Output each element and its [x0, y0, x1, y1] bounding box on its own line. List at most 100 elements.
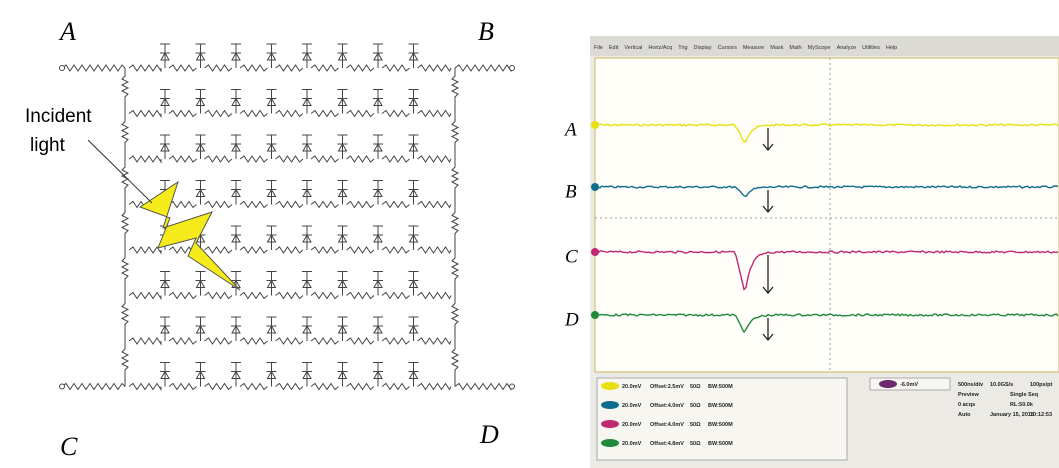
channel-setting: BW:500M — [708, 403, 733, 409]
resistor — [418, 202, 452, 208]
figure: A B C D Incident light FileEditVerticalH… — [0, 0, 1059, 468]
resistor — [347, 338, 375, 344]
resistor — [240, 111, 268, 117]
menu-item[interactable]: MyScope — [808, 45, 831, 51]
resistor — [62, 65, 125, 71]
resistor — [169, 65, 197, 71]
channel-icon — [601, 401, 619, 409]
resistor — [311, 293, 339, 299]
resistor — [452, 296, 458, 342]
channel-setting: 50Ω — [690, 384, 701, 390]
resistor — [169, 384, 197, 390]
resistor — [276, 111, 304, 117]
menu-item[interactable]: Edit — [609, 45, 619, 51]
pointer-line — [88, 140, 152, 203]
menu-item[interactable]: Measure — [743, 45, 764, 51]
resistor — [122, 68, 128, 114]
resistor — [382, 247, 410, 253]
resistor — [240, 247, 268, 253]
trace-label: C — [565, 246, 578, 267]
resistor — [347, 293, 375, 299]
acquisition-info: RL:50.0k — [1010, 402, 1034, 408]
resistor — [311, 338, 339, 344]
menu-item[interactable]: Math — [789, 45, 801, 51]
resistor — [418, 111, 452, 117]
acquisition-info: 10:12:53 — [1030, 412, 1052, 418]
resistor — [276, 384, 304, 390]
menu-item[interactable]: Utilities — [862, 45, 880, 51]
channel-setting: 50Ω — [690, 403, 701, 409]
acquisition-info: Auto — [958, 412, 971, 418]
menu-item[interactable]: Mask — [770, 45, 783, 51]
resistor — [240, 293, 268, 299]
resistor — [347, 111, 375, 117]
resistor — [311, 111, 339, 117]
resistor — [205, 202, 233, 208]
resistor — [418, 156, 452, 162]
annotation: light — [30, 135, 66, 156]
resistor — [240, 338, 268, 344]
resistor — [129, 247, 161, 253]
trace-label: B — [565, 181, 577, 202]
resistor — [122, 250, 128, 296]
resistor — [276, 65, 304, 71]
resistor — [205, 65, 233, 71]
resistor — [347, 65, 375, 71]
resistor — [169, 293, 197, 299]
resistor — [276, 156, 304, 162]
resistor — [347, 384, 375, 390]
resistor — [240, 384, 268, 390]
resistor — [122, 296, 128, 342]
resistor — [205, 293, 233, 299]
trigger-icon — [879, 380, 897, 388]
channel-setting: 20.0mV — [622, 403, 642, 409]
resistor — [382, 156, 410, 162]
resistor — [418, 293, 452, 299]
acquisition-info: Preview — [958, 392, 980, 398]
menu-item[interactable]: Vertical — [624, 45, 642, 51]
resistor — [347, 156, 375, 162]
trace-marker — [591, 183, 599, 191]
menu-item[interactable]: Cursors — [718, 45, 738, 51]
corner-label: A — [58, 17, 76, 46]
menu-item[interactable]: Display — [694, 45, 712, 51]
resistor — [455, 384, 512, 390]
resistor — [276, 202, 304, 208]
resistor — [418, 338, 452, 344]
resistor — [311, 65, 339, 71]
resistor — [311, 384, 339, 390]
terminal — [510, 66, 515, 71]
resistor — [205, 384, 233, 390]
resistor — [122, 341, 128, 387]
acquisition-info: 10.0GS/s — [990, 382, 1013, 388]
resistor — [129, 156, 161, 162]
resistor — [122, 205, 128, 251]
channel-setting: 20.0mV — [622, 422, 642, 428]
resistor — [382, 384, 410, 390]
channel-icon — [601, 382, 619, 390]
menu-item[interactable]: Horiz/Acq — [648, 45, 672, 51]
menu-item[interactable]: Trig — [678, 45, 687, 51]
resistor — [169, 156, 197, 162]
resistor — [276, 247, 304, 253]
channel-setting: Offset:4.8mV — [650, 441, 684, 447]
trigger-level: -6.0mV — [900, 382, 918, 388]
terminal — [60, 384, 65, 389]
terminal — [60, 66, 65, 71]
menu-item[interactable]: Help — [886, 45, 897, 51]
resistor — [122, 159, 128, 205]
resistor — [452, 341, 458, 387]
menu-item[interactable]: File — [594, 45, 603, 51]
menu-item[interactable]: Analyze — [837, 45, 857, 51]
terminal — [510, 384, 515, 389]
trace-label: A — [563, 119, 577, 140]
resistor — [382, 202, 410, 208]
resistor — [452, 114, 458, 160]
scope-screen — [595, 58, 1059, 372]
channel-setting: 50Ω — [690, 422, 701, 428]
resistor — [418, 65, 452, 71]
resistor — [205, 156, 233, 162]
resistor — [452, 68, 458, 114]
light-bolt — [140, 182, 240, 290]
channel-setting: BW:500M — [708, 422, 733, 428]
